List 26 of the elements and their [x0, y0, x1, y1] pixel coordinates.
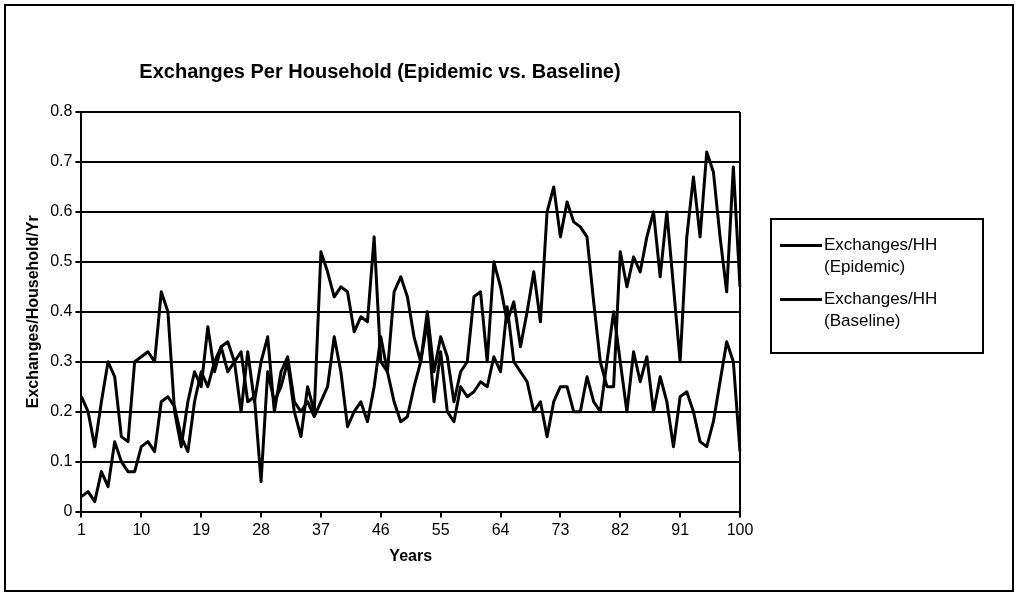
chart-title: Exchanges Per Household (Epidemic vs. Baseline)	[139, 59, 621, 82]
y-tick-label: 0.8	[50, 102, 73, 120]
y-tick-label: 0.3	[50, 352, 73, 370]
x-tick-label: 73	[551, 520, 570, 538]
legend-label: Exchanges/HH (Baseline)	[824, 288, 939, 332]
x-axis-title: Years	[389, 546, 433, 564]
y-tick-label: 0	[63, 502, 73, 520]
y-tick-label: 0.2	[50, 402, 73, 420]
x-tick-label: 82	[611, 520, 630, 538]
y-tick-label: 0.5	[50, 252, 73, 270]
x-tick-label: 28	[252, 520, 271, 538]
y-tick-label: 0.7	[50, 152, 73, 170]
x-tick-label: 91	[671, 520, 690, 538]
x-tick-label: 19	[192, 520, 211, 538]
x-tick-label: 100	[726, 520, 754, 538]
x-tick-label: 10	[132, 520, 151, 538]
x-tick-label: 46	[371, 520, 390, 538]
legend-label: Exchanges/HH (Epidemic)	[824, 234, 939, 278]
x-tick-label: 64	[491, 520, 510, 538]
x-tick-label: 37	[312, 520, 330, 538]
y-tick-label: 0.6	[50, 202, 73, 220]
y-tick-label: 0.1	[50, 452, 73, 470]
y-tick-label: 0.4	[50, 302, 73, 320]
y-axis-title: Exchanges/Household/Yr	[24, 215, 42, 409]
x-tick-label: 55	[431, 520, 450, 538]
x-tick-label: 1	[76, 520, 86, 538]
